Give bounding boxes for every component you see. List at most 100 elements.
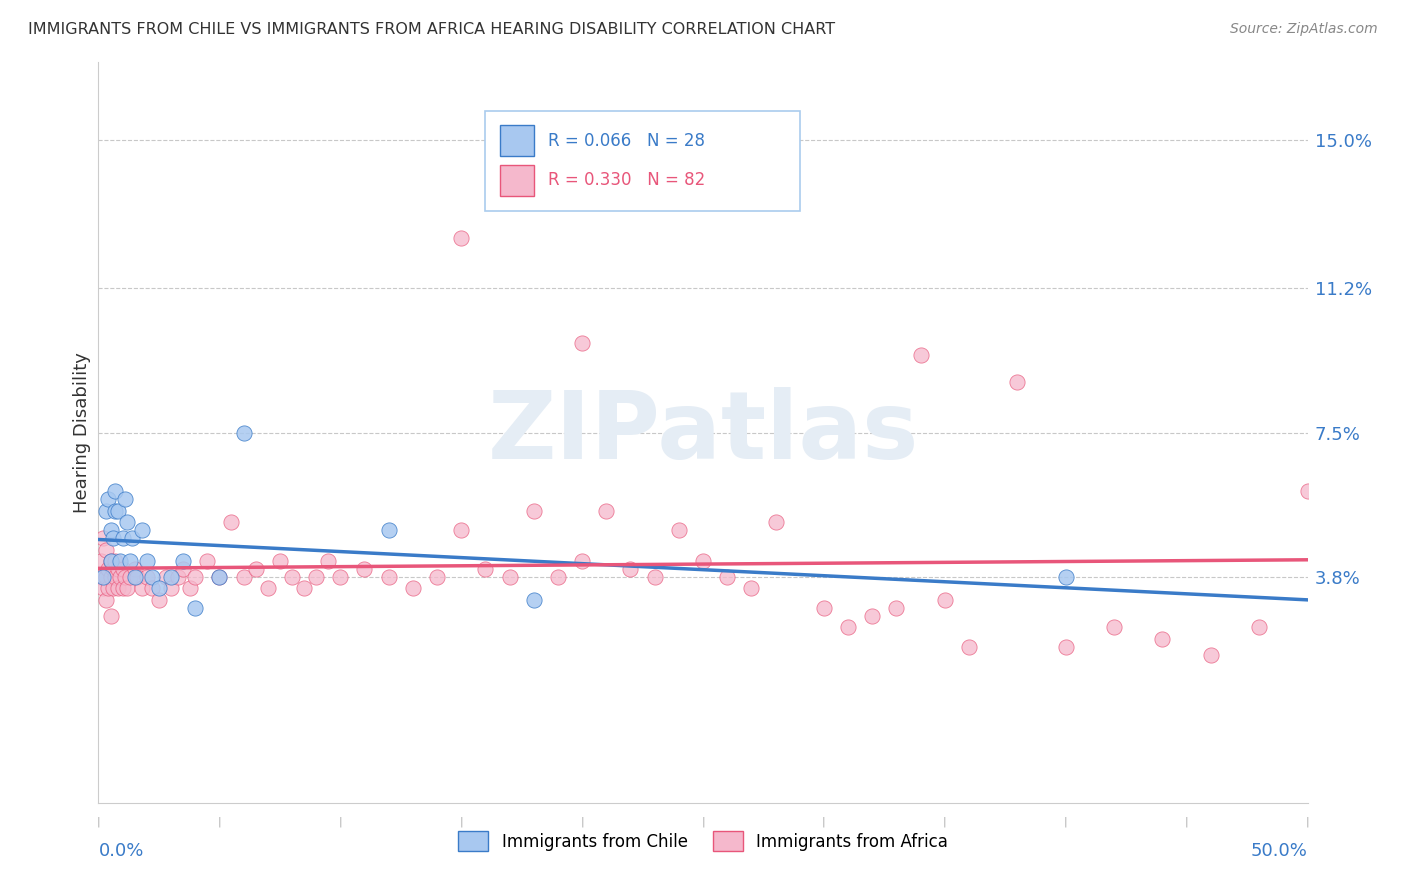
Point [208, 570, 231, 584]
Point [141, 570, 163, 584]
Text: |: | [460, 817, 463, 827]
Point [97, 562, 120, 576]
Point [1199, 648, 1222, 662]
Point [837, 620, 859, 634]
Point [124, 570, 146, 584]
Point [127, 570, 149, 584]
Point [474, 562, 496, 576]
Text: 50.0%: 50.0% [1251, 842, 1308, 860]
Text: 0.0%: 0.0% [98, 842, 143, 860]
Point [619, 562, 641, 576]
Point [281, 570, 304, 584]
Point [148, 593, 170, 607]
Text: |: | [581, 817, 583, 827]
Point [402, 582, 425, 596]
Point [114, 491, 136, 506]
Point [100, 554, 122, 568]
Point [101, 582, 124, 596]
Point [118, 570, 141, 584]
Text: ZIPatlas: ZIPatlas [488, 386, 918, 479]
Point [716, 570, 738, 584]
Point [94, 570, 117, 584]
Point [90, 570, 112, 584]
Point [108, 554, 131, 568]
Point [172, 562, 194, 576]
Text: |: | [1064, 817, 1067, 827]
Point [131, 582, 153, 596]
Point [329, 570, 352, 584]
Text: |: | [823, 817, 825, 827]
Point [1249, 620, 1271, 634]
Point [644, 570, 666, 584]
Text: |: | [97, 817, 100, 827]
Point [100, 608, 122, 623]
Point [179, 582, 201, 596]
Point [523, 503, 546, 517]
Point [1007, 375, 1029, 389]
Text: |: | [218, 817, 221, 827]
Point [91, 570, 114, 584]
Point [107, 503, 129, 517]
Point [813, 601, 835, 615]
Point [377, 570, 399, 584]
Point [245, 562, 267, 576]
Point [104, 503, 127, 517]
FancyBboxPatch shape [501, 165, 534, 195]
Text: R = 0.330   N = 82: R = 0.330 N = 82 [548, 171, 706, 189]
Point [256, 582, 278, 596]
Point [101, 562, 124, 576]
Point [117, 515, 139, 529]
Point [135, 570, 157, 584]
Point [740, 582, 762, 596]
Point [121, 531, 143, 545]
Point [377, 523, 399, 537]
Point [571, 336, 593, 351]
Y-axis label: Hearing Disability: Hearing Disability [73, 352, 91, 513]
Point [94, 593, 117, 607]
Point [184, 570, 207, 584]
Text: |: | [1185, 817, 1188, 827]
Point [91, 582, 114, 596]
Point [232, 570, 254, 584]
Point [1152, 632, 1174, 647]
Point [1054, 640, 1077, 654]
Point [692, 554, 714, 568]
Point [167, 570, 190, 584]
Point [107, 582, 129, 596]
Point [450, 231, 472, 245]
Point [208, 570, 231, 584]
Point [97, 491, 120, 506]
Point [934, 593, 956, 607]
Point [100, 570, 122, 584]
Point [131, 523, 153, 537]
Point [523, 593, 546, 607]
Point [498, 570, 520, 584]
Point [155, 570, 177, 584]
Point [135, 554, 157, 568]
Point [232, 425, 254, 440]
Point [104, 484, 127, 499]
Point [94, 503, 117, 517]
Point [172, 554, 194, 568]
Point [118, 554, 141, 568]
Point [90, 554, 112, 568]
Point [195, 554, 218, 568]
Text: |: | [1306, 817, 1309, 827]
Point [547, 570, 569, 584]
Point [100, 554, 122, 568]
Point [221, 515, 243, 529]
Point [1102, 620, 1125, 634]
Point [101, 531, 124, 545]
Point [426, 570, 449, 584]
Text: |: | [702, 817, 704, 827]
Point [450, 523, 472, 537]
Point [160, 582, 183, 596]
Point [104, 554, 127, 568]
Point [292, 582, 315, 596]
Point [957, 640, 980, 654]
FancyBboxPatch shape [485, 111, 800, 211]
Point [668, 523, 690, 537]
Point [141, 582, 163, 596]
Point [124, 562, 146, 576]
Point [111, 582, 134, 596]
